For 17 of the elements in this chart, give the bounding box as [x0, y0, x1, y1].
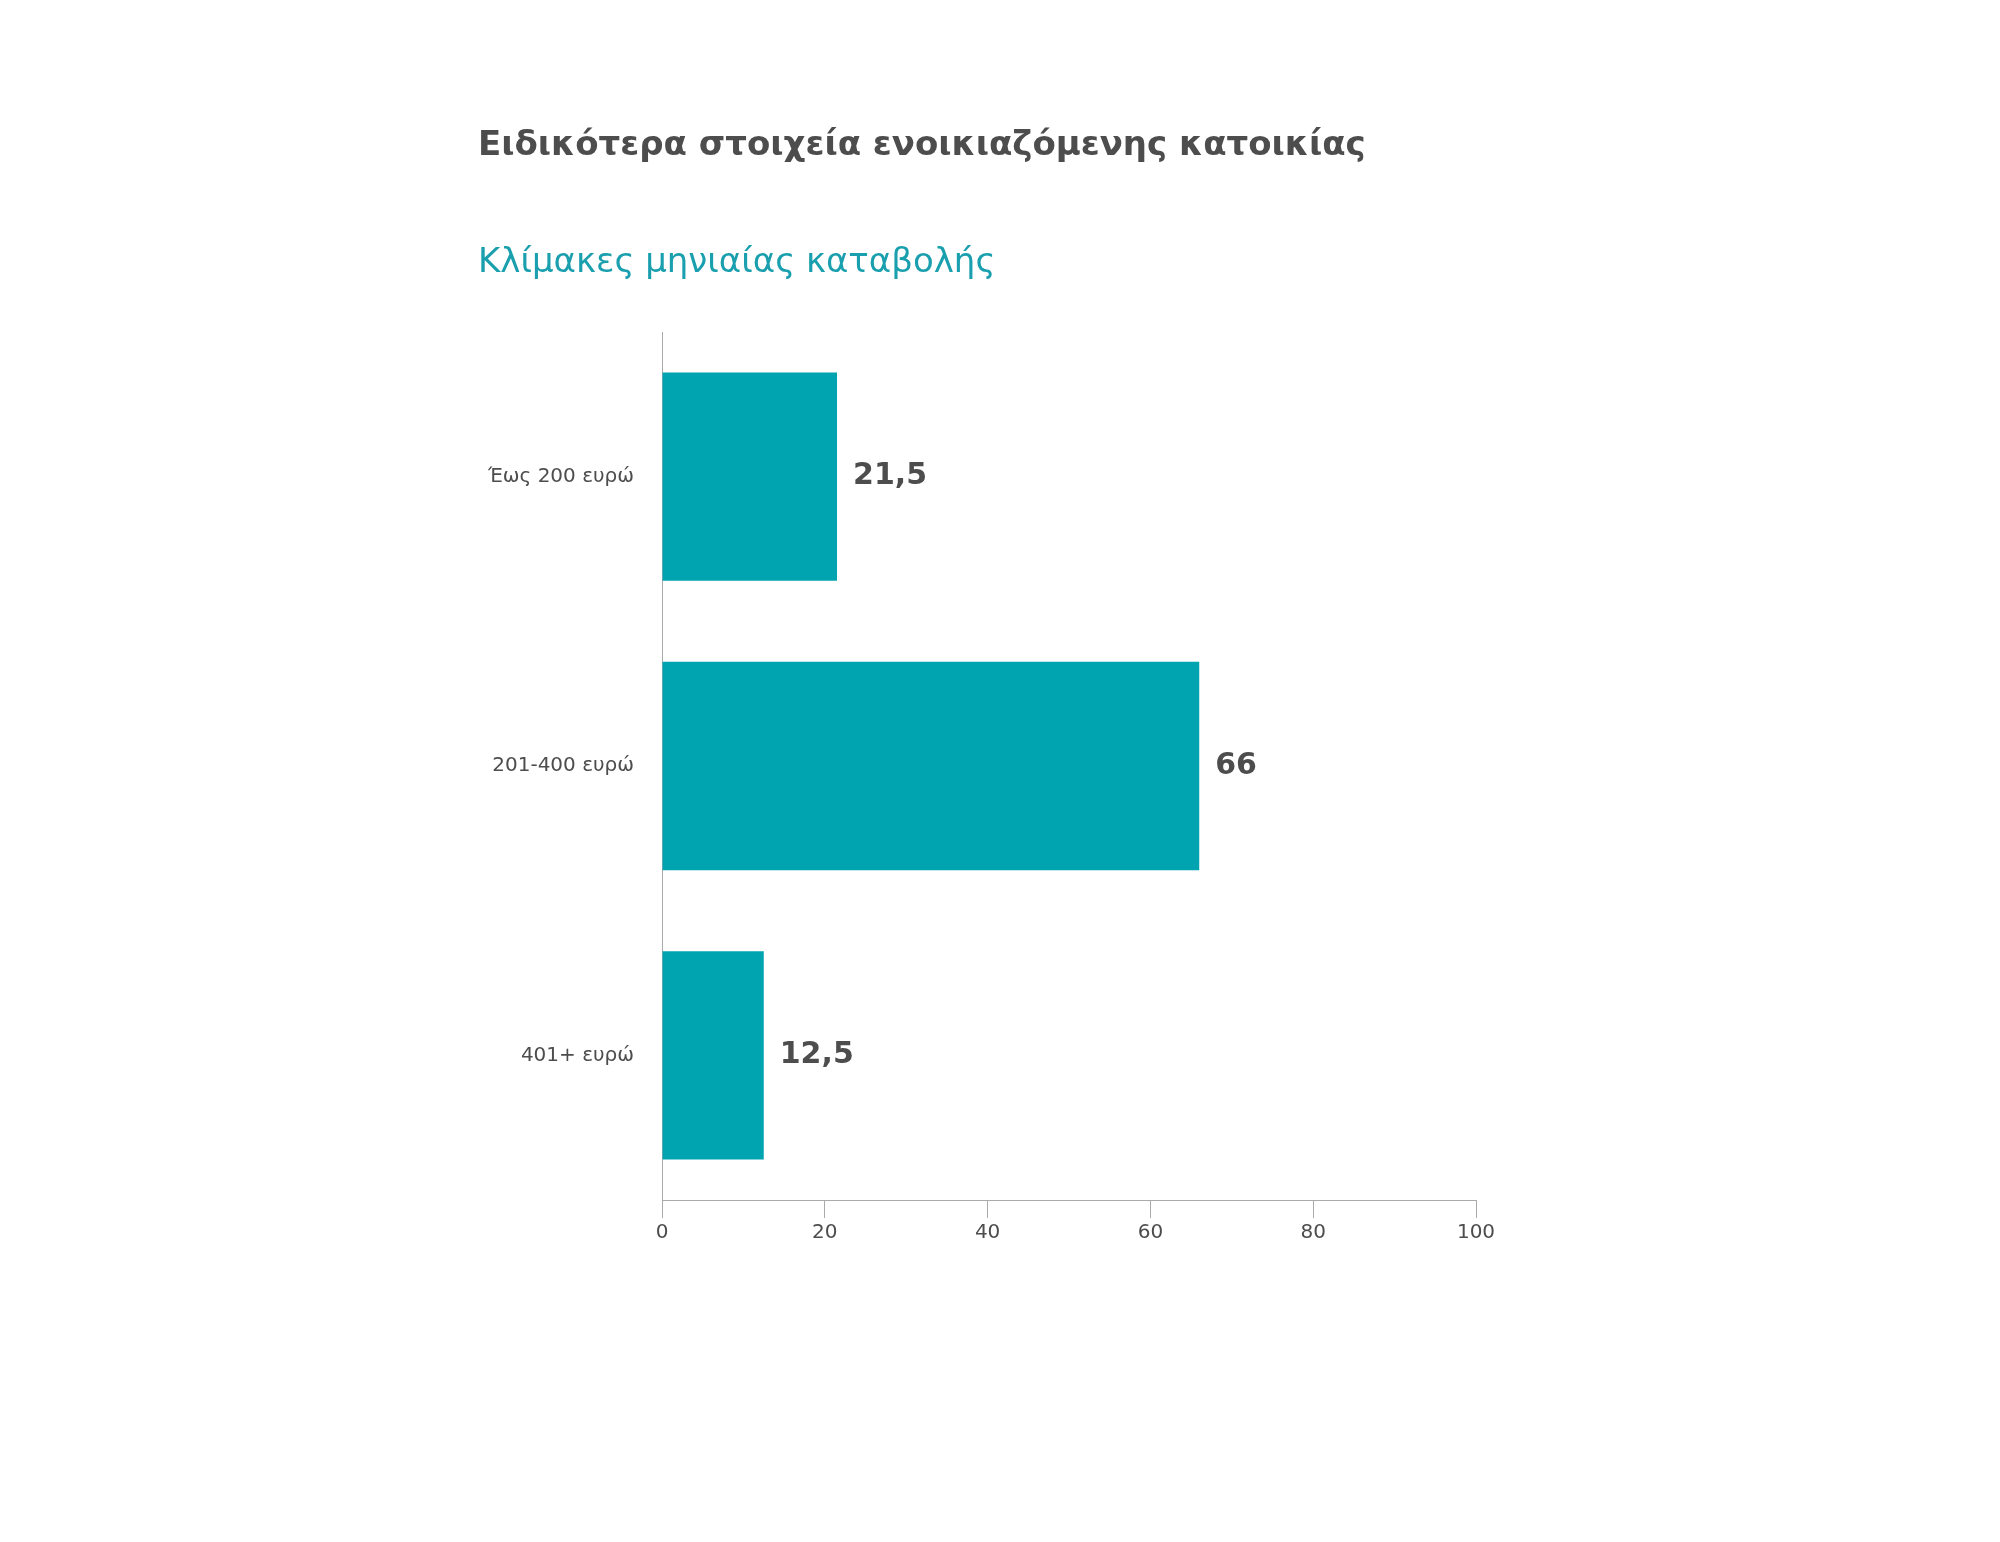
data-label: 21,5 — [853, 456, 928, 492]
y-tick-label: Έως 200 ευρώ — [486, 462, 634, 487]
x-tick-label: 80 — [1300, 1219, 1326, 1244]
x-tick-label: 20 — [812, 1219, 838, 1244]
bar — [662, 661, 1200, 871]
bar — [662, 951, 764, 1160]
x-tick-label: 100 — [1456, 1219, 1496, 1244]
y-tick-label: 401+ ευρώ — [520, 1041, 634, 1066]
y-tick-label: 201-400 ευρώ — [492, 752, 634, 777]
x-tick-label: 0 — [655, 1219, 669, 1244]
chart-subtitle: Κλίμακες μηνιαίας καταβολής — [478, 240, 996, 280]
data-label: 12,5 — [779, 1035, 854, 1071]
data-label: 66 — [1215, 745, 1257, 781]
x-tick-label: 60 — [1137, 1219, 1164, 1244]
chart-title: Ειδικότερα στοιχεία ενοικιαζόμενης κατοικίας — [478, 123, 1366, 163]
bar — [662, 372, 838, 581]
x-tick-label: 40 — [974, 1219, 1001, 1244]
